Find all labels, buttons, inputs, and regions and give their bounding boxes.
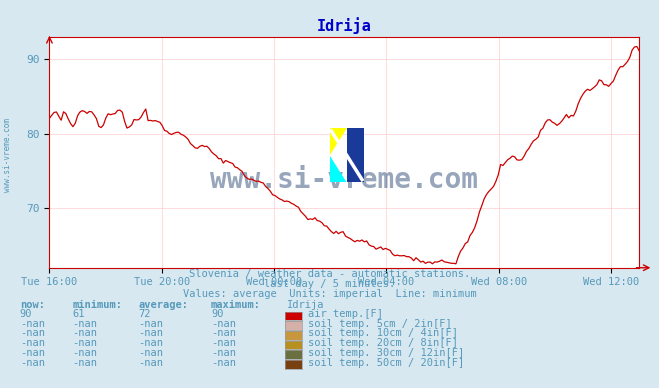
Text: -nan: -nan <box>211 319 236 329</box>
Text: -nan: -nan <box>211 358 236 368</box>
Text: -nan: -nan <box>211 328 236 338</box>
Text: Slovenia / weather data - automatic stations.: Slovenia / weather data - automatic stat… <box>189 269 470 279</box>
Text: -nan: -nan <box>20 328 45 338</box>
Text: www.si-vreme.com: www.si-vreme.com <box>3 118 13 192</box>
Text: -nan: -nan <box>72 319 98 329</box>
Text: soil temp. 10cm / 4in[F]: soil temp. 10cm / 4in[F] <box>308 328 458 338</box>
Text: last day / 5 minutes.: last day / 5 minutes. <box>264 279 395 289</box>
Polygon shape <box>330 128 347 155</box>
Text: 61: 61 <box>72 309 85 319</box>
Polygon shape <box>330 155 347 182</box>
Text: soil temp. 5cm / 2in[F]: soil temp. 5cm / 2in[F] <box>308 319 451 329</box>
Text: 90: 90 <box>211 309 223 319</box>
Text: -nan: -nan <box>138 328 163 338</box>
Text: air temp.[F]: air temp.[F] <box>308 309 383 319</box>
Text: maximum:: maximum: <box>211 300 261 310</box>
Text: -nan: -nan <box>20 348 45 358</box>
Polygon shape <box>347 128 364 182</box>
Text: average:: average: <box>138 300 188 310</box>
Text: -nan: -nan <box>72 338 98 348</box>
Text: -nan: -nan <box>72 328 98 338</box>
Text: -nan: -nan <box>138 319 163 329</box>
Text: soil temp. 50cm / 20in[F]: soil temp. 50cm / 20in[F] <box>308 358 464 368</box>
Text: -nan: -nan <box>20 338 45 348</box>
Text: -nan: -nan <box>138 348 163 358</box>
Text: -nan: -nan <box>138 338 163 348</box>
Text: -nan: -nan <box>138 358 163 368</box>
Text: Values: average  Units: imperial  Line: minimum: Values: average Units: imperial Line: mi… <box>183 289 476 299</box>
Text: -nan: -nan <box>72 358 98 368</box>
Text: -nan: -nan <box>20 319 45 329</box>
Text: -nan: -nan <box>211 338 236 348</box>
Title: Idrija: Idrija <box>317 17 372 34</box>
Text: 72: 72 <box>138 309 151 319</box>
Text: -nan: -nan <box>72 348 98 358</box>
Text: -nan: -nan <box>20 358 45 368</box>
Text: www.si-vreme.com: www.si-vreme.com <box>210 166 478 194</box>
Text: Idrija: Idrija <box>287 300 324 310</box>
Text: soil temp. 30cm / 12in[F]: soil temp. 30cm / 12in[F] <box>308 348 464 358</box>
Text: minimum:: minimum: <box>72 300 123 310</box>
Text: 90: 90 <box>20 309 32 319</box>
Text: soil temp. 20cm / 8in[F]: soil temp. 20cm / 8in[F] <box>308 338 458 348</box>
Text: now:: now: <box>20 300 45 310</box>
Text: -nan: -nan <box>211 348 236 358</box>
